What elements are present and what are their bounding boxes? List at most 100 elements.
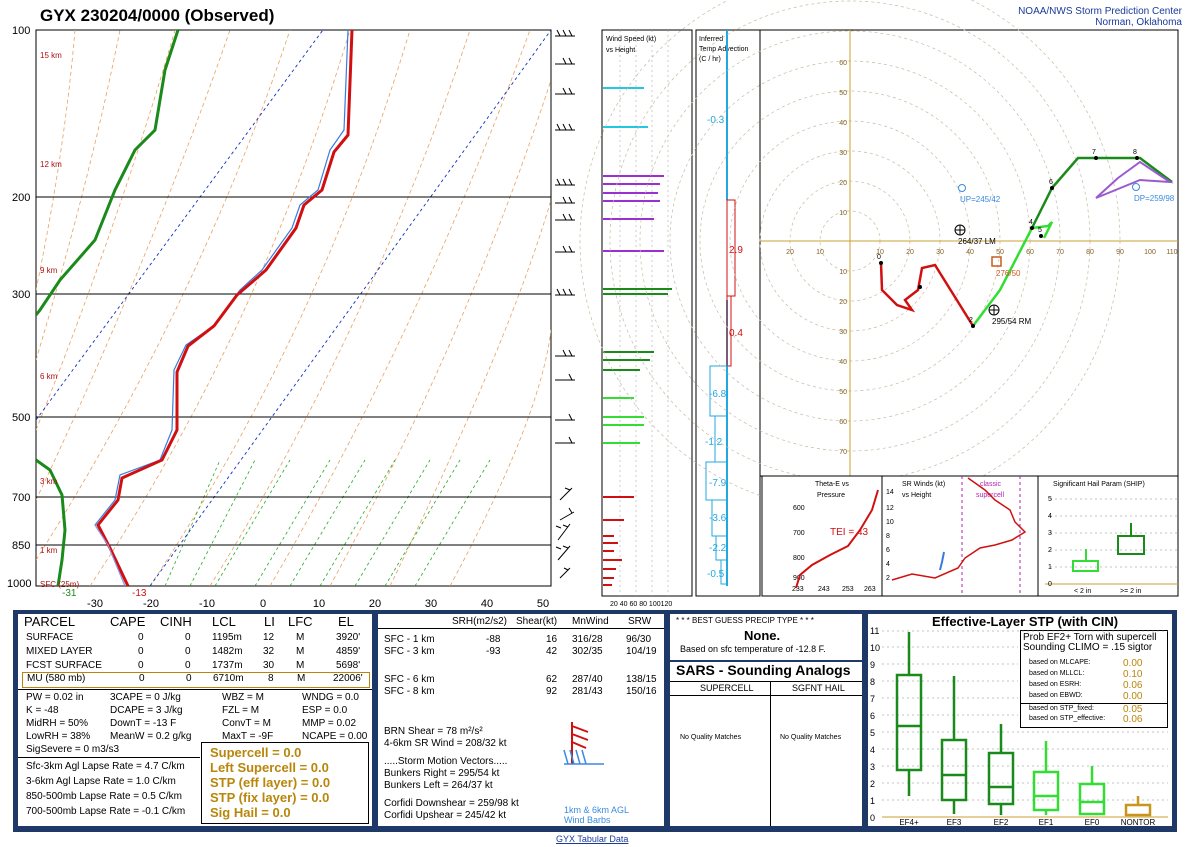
stp-y-label: 8 <box>870 677 875 687</box>
parcel-cell: 12 <box>263 632 275 643</box>
kin-header-mnwind: MnWind <box>572 616 609 627</box>
composite-stp-eff: STP (eff layer) = 0.0 <box>210 775 331 790</box>
stp-y-label: 5 <box>870 728 875 738</box>
hodo-x-label: 40 <box>966 249 974 256</box>
theta-x-label: 233 <box>792 586 804 593</box>
stat-maxt: MaxT = -9F <box>222 731 274 742</box>
kin-cell: 92 <box>546 686 558 697</box>
hodograph-x-axis: 20 10 10 20 30 40 50 60 70 80 90 100 110 <box>786 249 1178 256</box>
kin-header-srw: SRW <box>628 616 652 627</box>
stat-wndg: WNDG = 0.0 <box>302 692 359 703</box>
stp-row-label: based on MLLCL: <box>1029 670 1085 677</box>
hodo-x-label: 110 <box>1166 249 1177 256</box>
kin-header-srh: SRH(m2/s2) <box>452 616 508 627</box>
kin-brn: BRN Shear = 78 m²/s² <box>384 726 483 737</box>
stp-title: Effective-Layer STP (with CIN) <box>932 614 1119 629</box>
wind-barbs <box>555 29 575 579</box>
parcel-header-parcel: PARCEL <box>24 614 76 629</box>
ship-y-label: 4 <box>1048 513 1052 520</box>
parcel-header-cinh: CINH <box>160 614 192 629</box>
ship-y-label: 5 <box>1048 496 1052 503</box>
stp-row-label: based on ESRH: <box>1029 681 1082 688</box>
hodograph-trace-0-3km <box>879 262 975 327</box>
stp-row-value: 0.06 <box>1123 680 1143 691</box>
hodo-x-label: 30 <box>936 249 944 256</box>
parcel-cell: 8 <box>268 673 274 684</box>
srwind-title2: vs Height <box>902 492 931 499</box>
stp-prob-line1: Prob EF2+ Torn with supercell <box>1023 632 1157 643</box>
srwind-y-label: 6 <box>886 547 890 554</box>
kinematics-box: SRH(m2/s2) Shear(kt) MnWind SRW SFC - 1 … <box>378 614 664 826</box>
temp-label: 50 <box>537 598 549 610</box>
tabular-data-link[interactable]: GYX Tabular Data <box>556 834 629 844</box>
dewpoint-profile <box>36 30 180 316</box>
precip-box: * * * BEST GUESS PRECIP TYPE * * * None.… <box>670 614 862 660</box>
stp-boxplot-chart: 11 10 9 8 7 6 5 4 3 2 1 0 EF4+ EF3 EF2 E… <box>870 626 1168 826</box>
height-label: 9 km <box>40 266 58 275</box>
parcel-cell: 22006' <box>333 673 363 684</box>
parcel-header-cape: CAPE <box>110 614 146 629</box>
lapse-850-500: 850-500mb Lapse Rate = 0.5 C/km <box>26 791 182 802</box>
svg-text:40: 40 <box>839 359 847 366</box>
stat-esp: ESP = 0.0 <box>302 705 348 716</box>
theta-title2: Pressure <box>817 492 845 499</box>
parcel-cell: 1482m <box>212 646 243 657</box>
kin-cell: 287/40 <box>572 674 603 685</box>
hodo-rm-label: 295/54 RM <box>992 317 1031 326</box>
srwind-title1: SR Winds (kt) <box>902 481 945 488</box>
temperature-profile <box>96 30 354 586</box>
temperature-axis: -30 -20 -10 0 10 20 30 40 50 <box>87 598 549 610</box>
kin-cell: SFC - 6 km <box>384 674 435 685</box>
height-label: SFC (25m) <box>40 580 79 589</box>
pressure-axis: 100 200 300 500 700 850 1000 <box>7 25 31 590</box>
ship-y-axis: 5 4 3 2 1 0 <box>1048 496 1052 588</box>
spc-credit-line1: NOAA/NWS Storm Prediction Center <box>1018 6 1182 17</box>
sounding-title: GYX 230204/0000 (Observed) <box>40 6 275 25</box>
stat-meanw: MeanW = 0.2 g/kg <box>110 731 192 742</box>
kin-cell: 42 <box>546 646 558 657</box>
stp-x-label: EF0 <box>1085 818 1100 826</box>
hodo-x-label: 20 <box>906 249 914 256</box>
ship-y-label: 0 <box>1048 581 1052 588</box>
composite-stp-fix: STP (fix layer) = 0.0 <box>210 790 330 805</box>
temp-adv-value: -1.2 <box>705 437 723 448</box>
pressure-label: 300 <box>12 289 30 301</box>
kin-cell: 16 <box>546 634 558 645</box>
stp-x-label: EF2 <box>994 818 1009 826</box>
srwind-y-label: 8 <box>886 533 890 540</box>
height-label: 15 km <box>40 51 62 60</box>
temp-label: 20 <box>369 598 381 610</box>
hodograph-trace-3-6km <box>972 221 1054 327</box>
stp-row-value: 0.00 <box>1123 691 1143 702</box>
stp-y-label: 0 <box>870 813 875 823</box>
stp-x-label: EF3 <box>947 818 962 826</box>
parcel-cell: 0 <box>139 673 145 684</box>
kin-cell: -88 <box>486 634 501 645</box>
stp-box: Effective-Layer STP (with CIN) Prob EF2+… <box>868 614 1172 826</box>
kin-cell: 302/35 <box>572 646 603 657</box>
wind-height-title2: vs Height <box>606 47 635 54</box>
temp-label: 10 <box>313 598 325 610</box>
parcel-cell: MIXED LAYER <box>26 646 93 657</box>
wind-height-frame <box>601 29 693 597</box>
kin-cell: SFC - 1 km <box>384 634 435 645</box>
parcel-cell: 30 <box>263 660 275 671</box>
ship-frame <box>1037 475 1179 597</box>
parcel-cell: 0 <box>138 660 144 671</box>
parcel-cell: 0 <box>185 646 191 657</box>
composite-params-box: Supercell = 0.0 Left Supercell = 0.0 STP… <box>201 742 369 824</box>
temp-label: -20 <box>143 598 159 610</box>
stp-x-label: EF4+ <box>899 818 919 826</box>
parcel-cell: MU (580 mb) <box>27 673 86 684</box>
lapse-700-500: 700-500mb Lapse Rate = -0.1 C/km <box>26 806 186 817</box>
stp-y-label: 10 <box>870 643 880 653</box>
sars-no-match-2: No Quality Matches <box>780 734 842 741</box>
stat-sigsevere: SigSevere = 0 m3/s3 <box>26 744 120 755</box>
parcel-cell: M <box>296 632 305 643</box>
hodograph-frame <box>759 29 1179 477</box>
parcel-header-lcl: LCL <box>212 614 236 629</box>
kin-barb-label1: 1km & 6km AGL <box>564 805 630 815</box>
svg-text:30: 30 <box>839 150 847 157</box>
stp-x-label: EF1 <box>1039 818 1054 826</box>
svg-text:8: 8 <box>1133 149 1137 156</box>
